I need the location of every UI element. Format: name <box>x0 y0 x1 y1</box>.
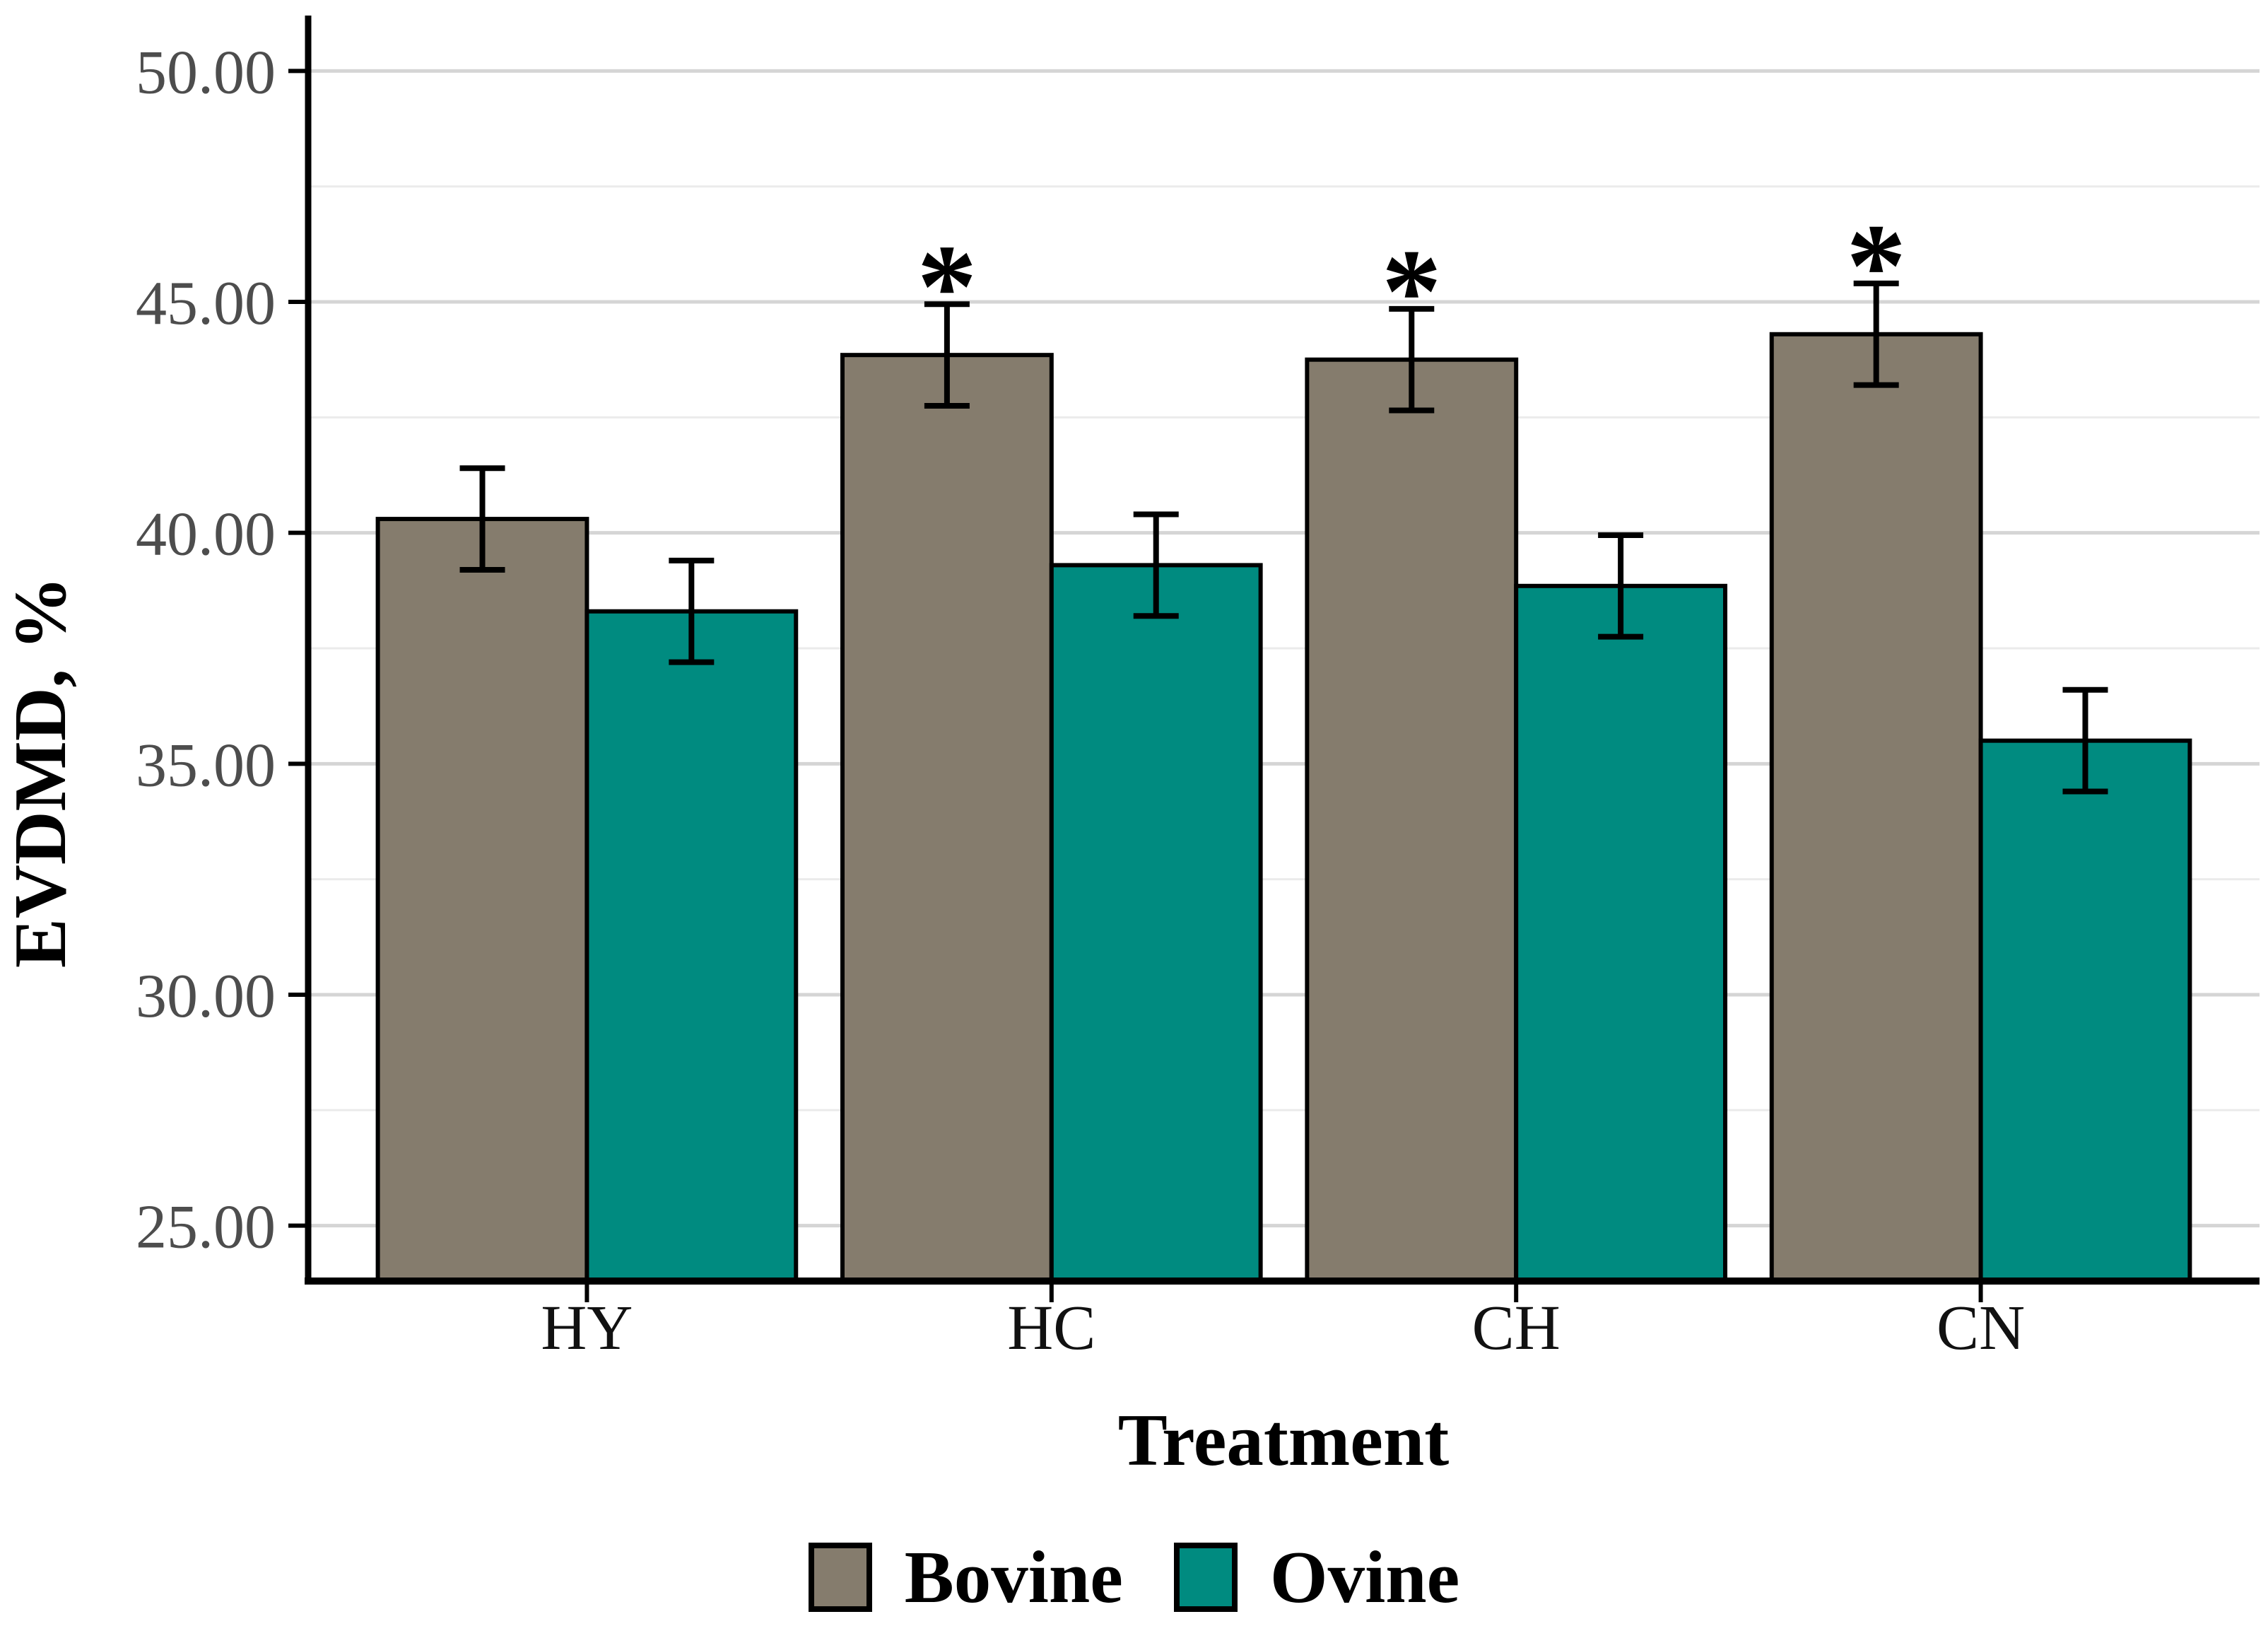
plot-area: * * * 25.00 30.00 35.00 40.00 45.00 50.00 HY HC CH… <box>0 16 2260 1481</box>
y-tick-label: 35.00 <box>136 731 276 800</box>
x-tick-label: HC <box>1007 1293 1095 1363</box>
bar-bovine-hc <box>840 353 1054 1284</box>
axes <box>305 16 2260 1285</box>
significance-marker: * <box>1382 225 1442 358</box>
bar-ovine-hy <box>584 609 799 1283</box>
significance-markers: * * * <box>917 199 1906 358</box>
tick-marks <box>288 69 1983 1302</box>
tick-labels: 25.00 30.00 35.00 40.00 45.00 50.00 HY HC CH CN <box>136 38 2025 1363</box>
bar-ovine-cn <box>1978 738 2192 1284</box>
bar-bovine-cn <box>1769 332 1983 1283</box>
legend-item-ovine: Ovine <box>1173 1536 1460 1618</box>
legend-label: Bovine <box>904 1536 1123 1618</box>
y-tick-label: 50.00 <box>136 38 276 107</box>
y-tick-label: 40.00 <box>136 501 276 569</box>
y-tick-label: 25.00 <box>136 1193 276 1262</box>
legend-swatch-bovine <box>808 1542 872 1612</box>
legend-swatch-ovine <box>1173 1542 1238 1612</box>
x-axis-title: Treatment <box>1118 1398 1449 1481</box>
legend-item-bovine: Bovine <box>808 1536 1123 1618</box>
x-tick-label: HY <box>541 1293 633 1363</box>
x-tick-label: CH <box>1472 1293 1561 1363</box>
bar-bovine-ch <box>1305 357 1519 1284</box>
y-axis-title: EVDMD, % <box>0 576 81 968</box>
legend-label: Ovine <box>1269 1536 1460 1618</box>
error-bars <box>459 280 2108 795</box>
significance-marker: * <box>917 220 977 353</box>
x-tick-label: CN <box>1937 1293 2025 1363</box>
bar-ovine-ch <box>1514 583 1728 1283</box>
significance-marker: * <box>1846 199 1906 332</box>
y-tick-label: 30.00 <box>136 962 276 1031</box>
bar-ovine-hc <box>1049 563 1263 1283</box>
bar-bovine-hy <box>375 517 589 1283</box>
bars <box>375 332 2192 1284</box>
chart-legend: Bovine Ovine <box>0 1540 2268 1614</box>
y-tick-label: 45.00 <box>136 269 276 338</box>
